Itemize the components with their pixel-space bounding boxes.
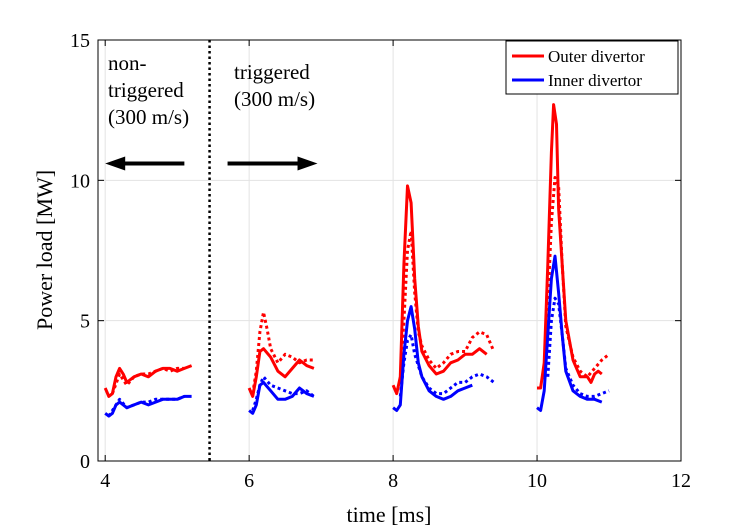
x-axis-label: time [ms] [347,502,432,527]
y-tick-label: 10 [70,170,90,192]
x-tick-label: 8 [388,470,398,492]
annotation-triggered-line1: triggered [234,60,310,84]
annotation-triggered: triggered (300 m/s) [234,60,315,111]
outer-divertor-solid-line [537,103,603,390]
plot-frame [97,39,682,462]
y-axis-label: Power load [MW] [32,170,57,330]
annotation-nontriggered: non- triggered (300 m/s) [108,51,189,129]
y-tick-label: 15 [70,30,90,52]
legend-box [505,40,679,95]
x-tick-label: 10 [527,470,547,492]
arrow-layer [105,156,318,171]
inner-divertor-dotted-line [398,333,495,397]
outer-divertor-solid-line [391,184,488,396]
annotation-nontriggered-line1: non- [108,51,147,75]
inner-divertor-solid-line [392,305,473,412]
inner-divertor-dotted-line [546,296,610,398]
outer-divertor-dotted-line [542,176,610,379]
tick-layer: 4 6 8 10 12 0 5 10 15 [70,30,691,492]
inner-divertor-solid-line [536,254,603,412]
legend-label-outer: Outer divertor [548,47,645,66]
legend-label-inner: Inner divertor [548,71,642,90]
x-tick-label: 12 [671,470,691,492]
legend: Outer divertor Inner divertor [505,40,679,95]
series-layer [103,103,610,418]
x-tick-label: 4 [100,470,110,492]
annotation-arrow-right [227,156,318,171]
outer-divertor-dotted-line [251,310,314,394]
y-tick-label: 0 [80,451,90,473]
x-tick-label: 6 [244,470,254,492]
outer-divertor-dotted-line [110,366,185,395]
inner-divertor-dotted-line [107,395,185,417]
inner-divertor-solid-line [248,380,315,415]
y-tick-label: 5 [80,311,90,333]
annotation-nontriggered-line2: triggered [108,78,184,102]
annotation-nontriggered-line3: (300 m/s) [108,105,189,129]
inner-divertor-dotted-line [251,375,315,411]
annotation-triggered-line2: (300 m/s) [234,87,315,111]
annotation-arrow-left [105,156,185,171]
